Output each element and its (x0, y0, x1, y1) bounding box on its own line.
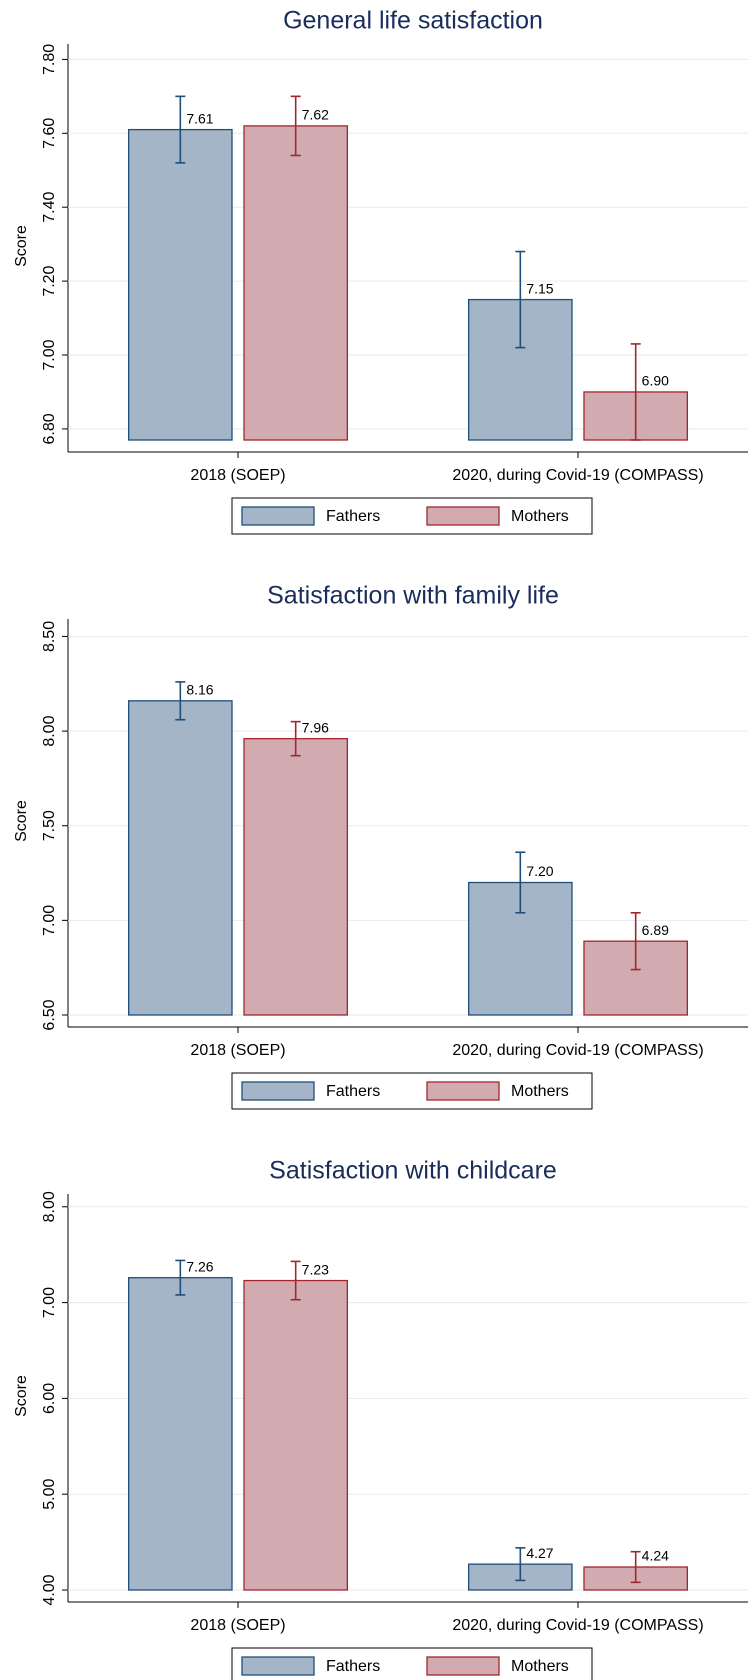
legend-label: Mothers (511, 1658, 569, 1675)
value-label: 7.62 (302, 107, 329, 123)
value-label: 7.26 (186, 1258, 213, 1274)
bar (243, 738, 349, 1016)
bar (243, 1279, 349, 1591)
x-tick-label: 2018 (SOEP) (190, 1042, 285, 1059)
y-tick-label: 4.00 (41, 1574, 58, 1605)
legend-label: Fathers (326, 1658, 380, 1675)
legend-label: Fathers (326, 1083, 380, 1100)
chart-title: General life satisfaction (283, 7, 543, 35)
value-label: 7.96 (302, 719, 329, 735)
value-label: 7.61 (186, 110, 213, 126)
legend-swatch (426, 1081, 500, 1101)
x-tick-label: 2020, during Covid-19 (COMPASS) (452, 467, 703, 484)
x-tick-label: 2020, during Covid-19 (COMPASS) (452, 1042, 703, 1059)
chart-title: Satisfaction with childcare (269, 1157, 557, 1185)
bar (127, 700, 233, 1016)
y-tick-label: 7.00 (41, 339, 58, 370)
x-tick-label: 2018 (SOEP) (190, 467, 285, 484)
value-label: 6.89 (642, 922, 669, 938)
value-label: 7.15 (526, 280, 553, 296)
bar (127, 1277, 233, 1591)
y-tick-label: 7.40 (41, 192, 58, 223)
legend-label: Fathers (326, 508, 380, 525)
legend-swatch (241, 506, 315, 526)
value-label: 7.23 (302, 1261, 329, 1277)
x-tick-label: 2020, during Covid-19 (COMPASS) (452, 1617, 703, 1634)
y-tick-label: 6.00 (41, 1383, 58, 1414)
legend-swatch (241, 1081, 315, 1101)
y-tick-label: 7.20 (41, 265, 58, 296)
value-label: 4.24 (642, 1548, 669, 1564)
y-tick-label: 8.00 (41, 1191, 58, 1222)
y-tick-label: 6.50 (41, 999, 58, 1030)
y-axis-label: Score (13, 800, 30, 842)
y-axis-label: Score (13, 225, 30, 267)
value-label: 8.16 (186, 682, 213, 698)
y-tick-label: 6.80 (41, 413, 58, 444)
value-label: 6.90 (642, 373, 669, 389)
y-tick-label: 7.60 (41, 118, 58, 149)
bar (127, 128, 233, 441)
y-axis-label: Score (13, 1375, 30, 1417)
y-tick-label: 8.00 (41, 715, 58, 746)
x-tick-label: 2018 (SOEP) (190, 1617, 285, 1634)
legend-swatch (426, 506, 500, 526)
legend-label: Mothers (511, 1083, 569, 1100)
legend-label: Mothers (511, 508, 569, 525)
legend-swatch (426, 1656, 500, 1676)
y-tick-label: 7.50 (41, 810, 58, 841)
value-label: 4.27 (526, 1545, 553, 1561)
y-tick-label: 8.50 (41, 621, 58, 652)
bar (243, 125, 349, 441)
y-tick-label: 7.80 (41, 44, 58, 75)
value-label: 7.20 (526, 863, 553, 879)
y-tick-label: 7.00 (41, 905, 58, 936)
y-tick-label: 5.00 (41, 1479, 58, 1510)
y-tick-label: 7.00 (41, 1287, 58, 1318)
chart-title: Satisfaction with family life (267, 582, 559, 610)
legend-swatch (241, 1656, 315, 1676)
